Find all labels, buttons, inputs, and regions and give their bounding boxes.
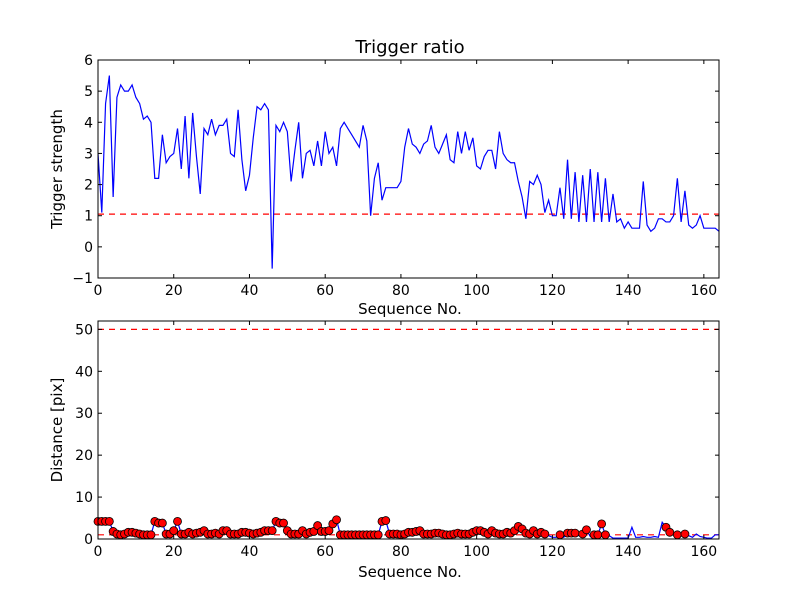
top-y-tick-label: 4 [84, 115, 93, 131]
bottom-data-point [332, 515, 341, 525]
bottom-data-point [373, 530, 383, 540]
bottom-x-axis-label: Sequence No. [358, 563, 462, 581]
bottom-data-point [146, 530, 156, 540]
distance-subplot: 0 20 40 60 80 100 120 140 160 0 10 20 30 40 50 Sequenc… [48, 320, 720, 581]
top-x-axis-label: Sequence No. [358, 300, 462, 318]
bottom-data-point [279, 518, 288, 528]
bottom-data-point [173, 516, 182, 526]
trigger-strength-plot-area [98, 75, 719, 269]
bottom-data-point [381, 516, 391, 525]
top-y-tick-label: 0 [84, 240, 93, 256]
bottom-data-point [169, 526, 179, 536]
bottom-data-point [267, 526, 277, 536]
bottom-axes-frame [97, 320, 720, 540]
top-x-tick-label: 0 [94, 283, 103, 299]
bottom-y-axis-label: Distance [pix] [48, 378, 66, 483]
top-plot-clip [98, 75, 719, 269]
top-y-axis-label: Trigger strength [48, 109, 66, 230]
bottom-data-point [665, 527, 675, 537]
bottom-y-tick-label: 40 [75, 364, 93, 380]
bottom-x-tick-label: 0 [94, 544, 103, 560]
bottom-x-tick-label: 40 [241, 544, 259, 560]
bottom-x-tick-label: 160 [690, 544, 717, 560]
bottom-data-point [672, 530, 682, 540]
bottom-data-point [601, 530, 610, 540]
bottom-data-point [570, 528, 580, 538]
bottom-data-point [593, 530, 603, 540]
bottom-x-tick-label: 20 [165, 544, 183, 560]
top-y-tick-label: 2 [84, 178, 93, 194]
bottom-x-tick-label: 100 [463, 544, 490, 560]
bottom-data-point [324, 526, 334, 536]
top-series-line [98, 75, 719, 269]
top-y-tick-label: 5 [84, 84, 93, 100]
bottom-y-tick-label: 20 [75, 448, 93, 464]
bottom-data-point [597, 519, 607, 529]
top-x-tick-label: 60 [316, 283, 334, 299]
top-axes-frame [97, 59, 720, 279]
bottom-y-tick-label: 30 [75, 406, 93, 422]
bottom-y-tick-label: 0 [84, 532, 93, 548]
bottom-y-tick-label: 50 [75, 322, 93, 338]
bottom-axes-ticks: 0 20 40 60 80 100 120 140 160 0 10 20 30 40 50 [75, 321, 719, 560]
bottom-data-point [540, 529, 550, 539]
top-x-tick-label: 140 [615, 283, 642, 299]
bottom-data-point [680, 529, 690, 539]
top-x-tick-label: 100 [463, 283, 490, 299]
chart-title: Trigger ratio [354, 37, 464, 58]
top-x-tick-label: 120 [539, 283, 566, 299]
top-y-tick-label: −1 [72, 271, 93, 287]
bottom-x-tick-label: 140 [615, 544, 642, 560]
top-y-tick-label: 3 [84, 146, 93, 162]
top-y-tick-label: 6 [84, 53, 93, 69]
bottom-data-point [555, 530, 565, 540]
top-x-tick-label: 40 [241, 283, 259, 299]
top-x-tick-label: 160 [690, 283, 717, 299]
top-x-tick-label: 20 [165, 283, 183, 299]
bottom-data-point [104, 516, 114, 526]
distance-plot-area [93, 328, 719, 540]
bottom-x-tick-label: 60 [316, 544, 334, 560]
top-x-tick-label: 80 [392, 283, 410, 299]
bottom-x-tick-label: 80 [392, 544, 410, 560]
bottom-y-tick-label: 10 [75, 490, 93, 506]
top-y-tick-label: 1 [84, 209, 93, 225]
bottom-data-point [582, 525, 591, 535]
bottom-x-tick-label: 120 [539, 544, 566, 560]
trigger-strength-subplot: Trigger ratio 0 20 40 60 80 100 120 140 160−1012… [48, 37, 720, 318]
bottom-data-point [157, 518, 167, 528]
